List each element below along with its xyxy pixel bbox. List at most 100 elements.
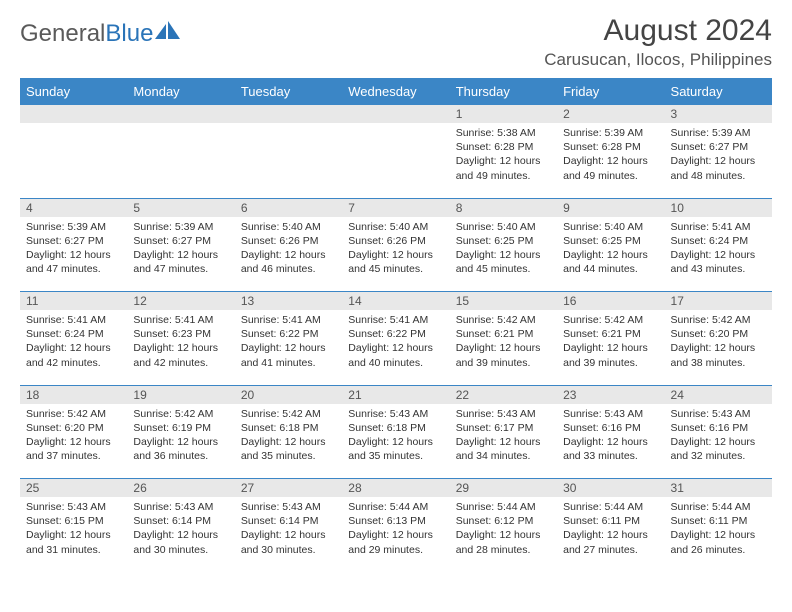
daylight-text: Daylight: 12 hours and 29 minutes. (348, 528, 443, 556)
sunset-text: Sunset: 6:25 PM (563, 234, 658, 248)
day-cell: 11Sunrise: 5:41 AMSunset: 6:24 PMDayligh… (20, 292, 127, 386)
day-cell: 16Sunrise: 5:42 AMSunset: 6:21 PMDayligh… (557, 292, 664, 386)
day-cell: 21Sunrise: 5:43 AMSunset: 6:18 PMDayligh… (342, 385, 449, 479)
day-data: Sunrise: 5:43 AMSunset: 6:16 PMDaylight:… (665, 404, 772, 466)
day-cell: 4Sunrise: 5:39 AMSunset: 6:27 PMDaylight… (20, 198, 127, 292)
sunrise-text: Sunrise: 5:42 AM (241, 407, 336, 421)
daylight-text: Daylight: 12 hours and 38 minutes. (671, 341, 766, 369)
day-cell: 27Sunrise: 5:43 AMSunset: 6:14 PMDayligh… (235, 479, 342, 572)
day-data: Sunrise: 5:40 AMSunset: 6:26 PMDaylight:… (235, 217, 342, 279)
day-number: 26 (127, 479, 234, 497)
day-cell: 28Sunrise: 5:44 AMSunset: 6:13 PMDayligh… (342, 479, 449, 572)
day-data: Sunrise: 5:43 AMSunset: 6:17 PMDaylight:… (450, 404, 557, 466)
daylight-text: Daylight: 12 hours and 39 minutes. (456, 341, 551, 369)
sunrise-text: Sunrise: 5:44 AM (348, 500, 443, 514)
day-number: 22 (450, 386, 557, 404)
sunset-text: Sunset: 6:13 PM (348, 514, 443, 528)
day-cell: 6Sunrise: 5:40 AMSunset: 6:26 PMDaylight… (235, 198, 342, 292)
daylight-text: Daylight: 12 hours and 45 minutes. (348, 248, 443, 276)
day-number: 30 (557, 479, 664, 497)
day-number: 17 (665, 292, 772, 310)
day-cell: 30Sunrise: 5:44 AMSunset: 6:11 PMDayligh… (557, 479, 664, 572)
day-data: Sunrise: 5:43 AMSunset: 6:14 PMDaylight:… (235, 497, 342, 559)
calendar-page: GeneralBlue August 2024 Carusucan, Iloco… (0, 0, 792, 572)
day-number: 10 (665, 199, 772, 217)
day-cell: 12Sunrise: 5:41 AMSunset: 6:23 PMDayligh… (127, 292, 234, 386)
week-row: 11Sunrise: 5:41 AMSunset: 6:24 PMDayligh… (20, 292, 772, 386)
week-row: 4Sunrise: 5:39 AMSunset: 6:27 PMDaylight… (20, 198, 772, 292)
day-cell: 26Sunrise: 5:43 AMSunset: 6:14 PMDayligh… (127, 479, 234, 572)
day-data: Sunrise: 5:41 AMSunset: 6:24 PMDaylight:… (20, 310, 127, 372)
day-cell: 2Sunrise: 5:39 AMSunset: 6:28 PMDaylight… (557, 105, 664, 198)
day-data: Sunrise: 5:40 AMSunset: 6:25 PMDaylight:… (557, 217, 664, 279)
sunset-text: Sunset: 6:19 PM (133, 421, 228, 435)
sunrise-text: Sunrise: 5:44 AM (563, 500, 658, 514)
sunset-text: Sunset: 6:18 PM (348, 421, 443, 435)
day-cell: 22Sunrise: 5:43 AMSunset: 6:17 PMDayligh… (450, 385, 557, 479)
day-data: Sunrise: 5:42 AMSunset: 6:21 PMDaylight:… (450, 310, 557, 372)
sunset-text: Sunset: 6:26 PM (241, 234, 336, 248)
daylight-text: Daylight: 12 hours and 41 minutes. (241, 341, 336, 369)
day-number: 4 (20, 199, 127, 217)
day-number: 11 (20, 292, 127, 310)
day-cell: 1Sunrise: 5:38 AMSunset: 6:28 PMDaylight… (450, 105, 557, 198)
day-number: 29 (450, 479, 557, 497)
day-number: 15 (450, 292, 557, 310)
daylight-text: Daylight: 12 hours and 39 minutes. (563, 341, 658, 369)
day-data: Sunrise: 5:39 AMSunset: 6:28 PMDaylight:… (557, 123, 664, 185)
sunset-text: Sunset: 6:12 PM (456, 514, 551, 528)
sunset-text: Sunset: 6:20 PM (671, 327, 766, 341)
day-data: Sunrise: 5:42 AMSunset: 6:20 PMDaylight:… (20, 404, 127, 466)
day-data: Sunrise: 5:42 AMSunset: 6:20 PMDaylight:… (665, 310, 772, 372)
sunset-text: Sunset: 6:21 PM (456, 327, 551, 341)
sunrise-text: Sunrise: 5:44 AM (671, 500, 766, 514)
daylight-text: Daylight: 12 hours and 44 minutes. (563, 248, 658, 276)
day-number (127, 105, 234, 123)
sunrise-text: Sunrise: 5:40 AM (563, 220, 658, 234)
sunset-text: Sunset: 6:27 PM (26, 234, 121, 248)
day-number: 1 (450, 105, 557, 123)
weekday-header-row: Sunday Monday Tuesday Wednesday Thursday… (20, 78, 772, 105)
sunrise-text: Sunrise: 5:41 AM (241, 313, 336, 327)
daylight-text: Daylight: 12 hours and 47 minutes. (26, 248, 121, 276)
day-data: Sunrise: 5:42 AMSunset: 6:19 PMDaylight:… (127, 404, 234, 466)
logo-sail-icon (155, 20, 181, 48)
sunrise-text: Sunrise: 5:42 AM (456, 313, 551, 327)
weekday-header: Friday (557, 78, 664, 105)
sunset-text: Sunset: 6:16 PM (671, 421, 766, 435)
sunset-text: Sunset: 6:23 PM (133, 327, 228, 341)
daylight-text: Daylight: 12 hours and 40 minutes. (348, 341, 443, 369)
sunset-text: Sunset: 6:18 PM (241, 421, 336, 435)
sunset-text: Sunset: 6:22 PM (241, 327, 336, 341)
sunrise-text: Sunrise: 5:41 AM (133, 313, 228, 327)
day-number: 6 (235, 199, 342, 217)
weekday-header: Sunday (20, 78, 127, 105)
day-cell: 5Sunrise: 5:39 AMSunset: 6:27 PMDaylight… (127, 198, 234, 292)
day-cell: 15Sunrise: 5:42 AMSunset: 6:21 PMDayligh… (450, 292, 557, 386)
sunset-text: Sunset: 6:17 PM (456, 421, 551, 435)
sunset-text: Sunset: 6:27 PM (133, 234, 228, 248)
sunset-text: Sunset: 6:26 PM (348, 234, 443, 248)
day-cell: 3Sunrise: 5:39 AMSunset: 6:27 PMDaylight… (665, 105, 772, 198)
day-number: 14 (342, 292, 449, 310)
weekday-header: Monday (127, 78, 234, 105)
week-row: 18Sunrise: 5:42 AMSunset: 6:20 PMDayligh… (20, 385, 772, 479)
sunrise-text: Sunrise: 5:44 AM (456, 500, 551, 514)
day-cell: 31Sunrise: 5:44 AMSunset: 6:11 PMDayligh… (665, 479, 772, 572)
sunrise-text: Sunrise: 5:38 AM (456, 126, 551, 140)
sunset-text: Sunset: 6:28 PM (563, 140, 658, 154)
location-text: Carusucan, Ilocos, Philippines (544, 50, 772, 70)
day-cell: 19Sunrise: 5:42 AMSunset: 6:19 PMDayligh… (127, 385, 234, 479)
day-data: Sunrise: 5:39 AMSunset: 6:27 PMDaylight:… (20, 217, 127, 279)
day-data: Sunrise: 5:39 AMSunset: 6:27 PMDaylight:… (127, 217, 234, 279)
logo-text-blue: Blue (105, 20, 153, 48)
day-cell: 18Sunrise: 5:42 AMSunset: 6:20 PMDayligh… (20, 385, 127, 479)
sunrise-text: Sunrise: 5:42 AM (563, 313, 658, 327)
sunrise-text: Sunrise: 5:40 AM (241, 220, 336, 234)
sunset-text: Sunset: 6:21 PM (563, 327, 658, 341)
daylight-text: Daylight: 12 hours and 33 minutes. (563, 435, 658, 463)
day-cell: 7Sunrise: 5:40 AMSunset: 6:26 PMDaylight… (342, 198, 449, 292)
day-data: Sunrise: 5:41 AMSunset: 6:22 PMDaylight:… (342, 310, 449, 372)
daylight-text: Daylight: 12 hours and 35 minutes. (348, 435, 443, 463)
day-number: 23 (557, 386, 664, 404)
